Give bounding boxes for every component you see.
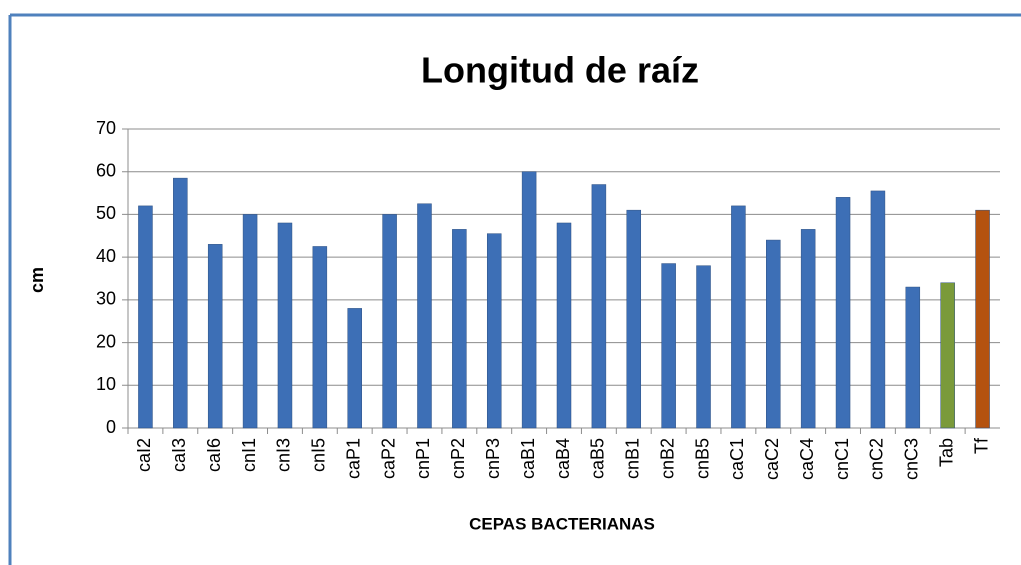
x-tick-label: caI2 (134, 438, 154, 472)
x-tick-label: cnB2 (657, 438, 677, 479)
bar (521, 171, 537, 429)
x-tick-label: cnP1 (413, 438, 433, 479)
bar (277, 222, 293, 429)
bar (138, 205, 153, 429)
x-tick-label: cnC2 (867, 438, 887, 480)
bar (940, 282, 955, 429)
bar (591, 184, 607, 429)
x-tick-label: caB5 (588, 438, 608, 479)
y-tick-label: 0 (106, 417, 116, 437)
x-tick-label: caP2 (378, 438, 398, 479)
bar (766, 239, 781, 429)
x-tick-label: cnC1 (832, 438, 852, 480)
y-tick-label: 30 (96, 289, 116, 309)
x-tick-label: caI6 (204, 438, 224, 472)
x-tick-label: caC4 (797, 438, 817, 480)
bar (661, 263, 676, 429)
x-tick-label: cnP3 (483, 438, 503, 479)
x-tick-label: Tf (971, 437, 991, 454)
x-tick-label: Tab (936, 438, 956, 467)
x-tick-label: cnB1 (623, 438, 643, 479)
bar (975, 209, 990, 429)
bar (347, 308, 362, 429)
y-tick-label: 20 (96, 331, 116, 351)
bar (207, 244, 223, 429)
x-tick-label: cnB5 (692, 438, 712, 479)
x-tick-label: caC2 (762, 438, 782, 480)
y-tick-label: 60 (96, 160, 116, 180)
x-axis-title: CEPAS BACTERIANAS (469, 514, 655, 533)
bar (173, 177, 188, 429)
y-tick-label: 50 (96, 203, 116, 223)
chart-title: Longitud de raíz (421, 50, 699, 91)
x-tick-label: caI3 (169, 438, 189, 472)
y-tick-label: 40 (96, 246, 116, 266)
x-tick-label: cnC3 (902, 438, 922, 480)
x-tick-label: caP1 (343, 438, 363, 479)
x-tick-label: caC1 (727, 438, 747, 480)
x-tick-label: cnI1 (239, 438, 259, 472)
x-tick-label: caB1 (518, 438, 538, 479)
x-tick-label: cnP2 (448, 438, 468, 479)
x-tick-label: caB4 (553, 438, 573, 479)
bar (835, 197, 851, 429)
bar (870, 190, 886, 429)
bar (382, 214, 397, 429)
x-tick-label: cnI3 (274, 438, 294, 472)
bar (556, 222, 572, 429)
bar (626, 209, 642, 429)
y-tick-label: 70 (96, 118, 116, 138)
bar (731, 205, 746, 429)
x-tick-label: cnI5 (309, 438, 329, 472)
bar (486, 233, 502, 429)
bar (905, 286, 921, 429)
bar (800, 229, 816, 429)
bar (452, 229, 467, 429)
bar (312, 246, 328, 429)
bar (417, 203, 432, 429)
bar (696, 265, 711, 429)
y-axis-title: cm (27, 267, 47, 293)
bar (242, 214, 258, 429)
y-tick-label: 10 (96, 374, 116, 394)
